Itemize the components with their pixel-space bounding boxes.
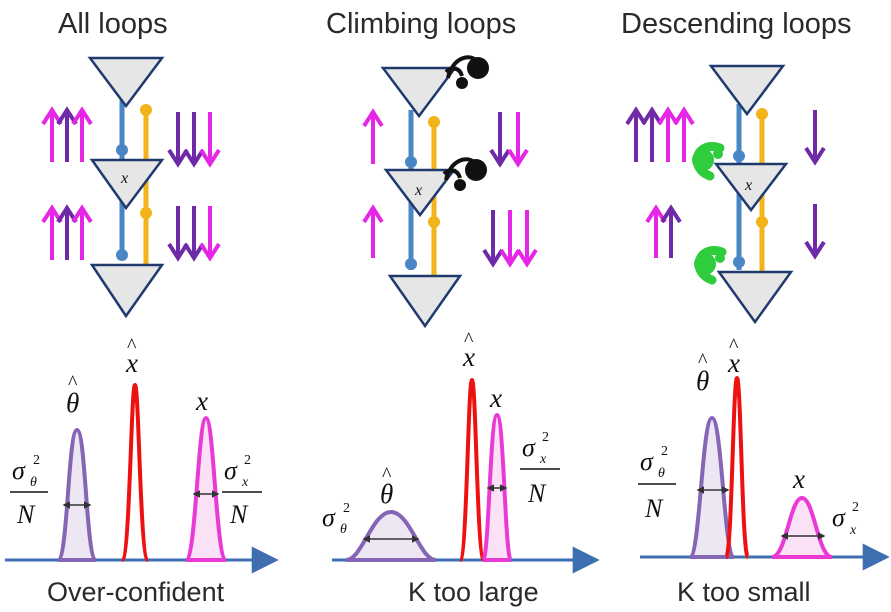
node-label: x xyxy=(744,177,752,194)
svg-text:x: x xyxy=(539,452,547,467)
svg-text:2: 2 xyxy=(33,453,40,468)
svg-text:2: 2 xyxy=(852,500,859,515)
svg-text:2: 2 xyxy=(244,453,251,468)
theta-hat-curve xyxy=(56,427,98,562)
svg-text:^: ^ xyxy=(127,335,137,357)
svg-text:2: 2 xyxy=(661,444,668,459)
sigma-x-over-n: σ x 2 N xyxy=(520,430,560,508)
x-hat-curve xyxy=(120,382,150,562)
x-hat-curve xyxy=(724,375,750,559)
triangle-bottom xyxy=(716,270,794,325)
x-curve xyxy=(184,415,228,562)
node-label: x xyxy=(120,170,128,187)
svg-text:N: N xyxy=(644,494,664,523)
svg-text:θ: θ xyxy=(340,522,347,537)
svg-text:θ: θ xyxy=(696,366,709,396)
descending-loop-bottom xyxy=(694,246,727,285)
triangle-middle xyxy=(89,158,165,211)
triangle-bottom xyxy=(387,274,463,329)
x-symbol: x xyxy=(195,386,208,416)
panel-title-all-loops: All loops xyxy=(58,8,168,40)
triangle-top xyxy=(380,66,458,119)
sigma-x-squared: σ x 2 xyxy=(832,500,859,538)
up-arrow-bottom-left xyxy=(362,204,384,258)
svg-text:θ: θ xyxy=(380,479,393,509)
svg-text:^: ^ xyxy=(464,329,474,351)
svg-text:^: ^ xyxy=(729,335,739,357)
sigma-theta-over-n: σ θ 2 N xyxy=(10,453,48,529)
svg-text:^: ^ xyxy=(382,464,392,486)
down-arrow-top-right xyxy=(804,110,826,166)
sigma-theta-squared: σ θ 2 xyxy=(322,501,350,537)
down-arrows-bottom-right xyxy=(167,206,221,262)
descending-loop-top xyxy=(692,142,725,181)
svg-text:θ: θ xyxy=(30,475,37,490)
down-arrow-bottom-right xyxy=(804,204,826,260)
svg-text:σ: σ xyxy=(224,456,238,485)
svg-text:x: x xyxy=(462,342,475,372)
up-arrows-bottom-left xyxy=(41,204,93,260)
up-arrow-top-left xyxy=(362,108,384,164)
svg-text:2: 2 xyxy=(542,430,549,445)
svg-text:σ: σ xyxy=(640,447,654,476)
svg-text:σ: σ xyxy=(832,503,846,532)
svg-text:2: 2 xyxy=(343,501,350,516)
theta-hat-curve xyxy=(345,509,437,562)
x-hat-curve xyxy=(458,377,486,562)
svg-text:σ: σ xyxy=(522,433,536,462)
down-arrows-top-right xyxy=(167,112,221,168)
triangle-top xyxy=(87,56,165,109)
theta-hat-symbol: θ ^ xyxy=(380,464,393,509)
theta-hat-symbol: θ ^ xyxy=(66,372,79,418)
theta-hat-symbol: θ ^ xyxy=(696,350,709,396)
svg-text:x: x xyxy=(125,348,138,378)
climbing-loop-top xyxy=(444,55,489,89)
down-arrows-top-right xyxy=(489,112,529,168)
x-curve xyxy=(771,495,833,559)
x-symbol: x xyxy=(489,383,502,413)
x-hat-symbol: x ^ xyxy=(727,335,740,378)
up-arrows-bottom-left xyxy=(645,204,682,258)
caption-k-too-small: K too small xyxy=(677,577,811,607)
caption-k-too-large: K too large xyxy=(408,577,539,607)
svg-text:x: x xyxy=(849,523,857,538)
svg-text:θ: θ xyxy=(658,466,665,481)
up-arrows-top-left xyxy=(41,106,93,162)
svg-text:θ: θ xyxy=(66,388,79,418)
panel-all-loops: x θ ^ x ^ x σ θ 2 N σ x 2 N xyxy=(5,56,279,574)
sigma-theta-over-n: σ θ 2 N xyxy=(638,444,676,523)
svg-text:x: x xyxy=(727,348,740,378)
svg-text:^: ^ xyxy=(698,350,708,372)
panel-climbing-loops: x θ ^ x ^ x σ θ 2 xyxy=(322,55,600,574)
x-symbol: x xyxy=(792,464,805,494)
node-label: x xyxy=(414,182,422,199)
svg-text:σ: σ xyxy=(12,456,26,485)
up-arrows-top-left xyxy=(625,106,695,162)
climbing-loop-middle xyxy=(442,157,487,191)
sigma-x-over-n: σ x 2 N xyxy=(222,453,262,529)
triangle-top xyxy=(708,64,786,117)
x-hat-symbol: x ^ xyxy=(125,335,138,378)
svg-text:N: N xyxy=(16,500,36,529)
caption-over-confident: Over-confident xyxy=(47,577,225,607)
theta-hat-curve xyxy=(688,415,736,559)
svg-text:x: x xyxy=(241,475,249,490)
panel-title-descending-loops: Descending loops xyxy=(621,8,852,40)
svg-text:^: ^ xyxy=(68,372,78,394)
x-hat-symbol: x ^ xyxy=(462,329,475,372)
triangle-middle xyxy=(383,168,457,218)
panel-descending-loops: x θ ^ x ^ x σ θ 2 N xyxy=(625,64,890,571)
panel-title-climbing-loops: Climbing loops xyxy=(326,8,517,40)
svg-text:σ: σ xyxy=(322,503,336,532)
triangle-middle xyxy=(713,162,789,213)
down-arrows-bottom-right xyxy=(482,210,538,268)
svg-text:N: N xyxy=(229,500,249,529)
triangle-bottom xyxy=(89,263,165,319)
svg-text:N: N xyxy=(527,479,547,508)
